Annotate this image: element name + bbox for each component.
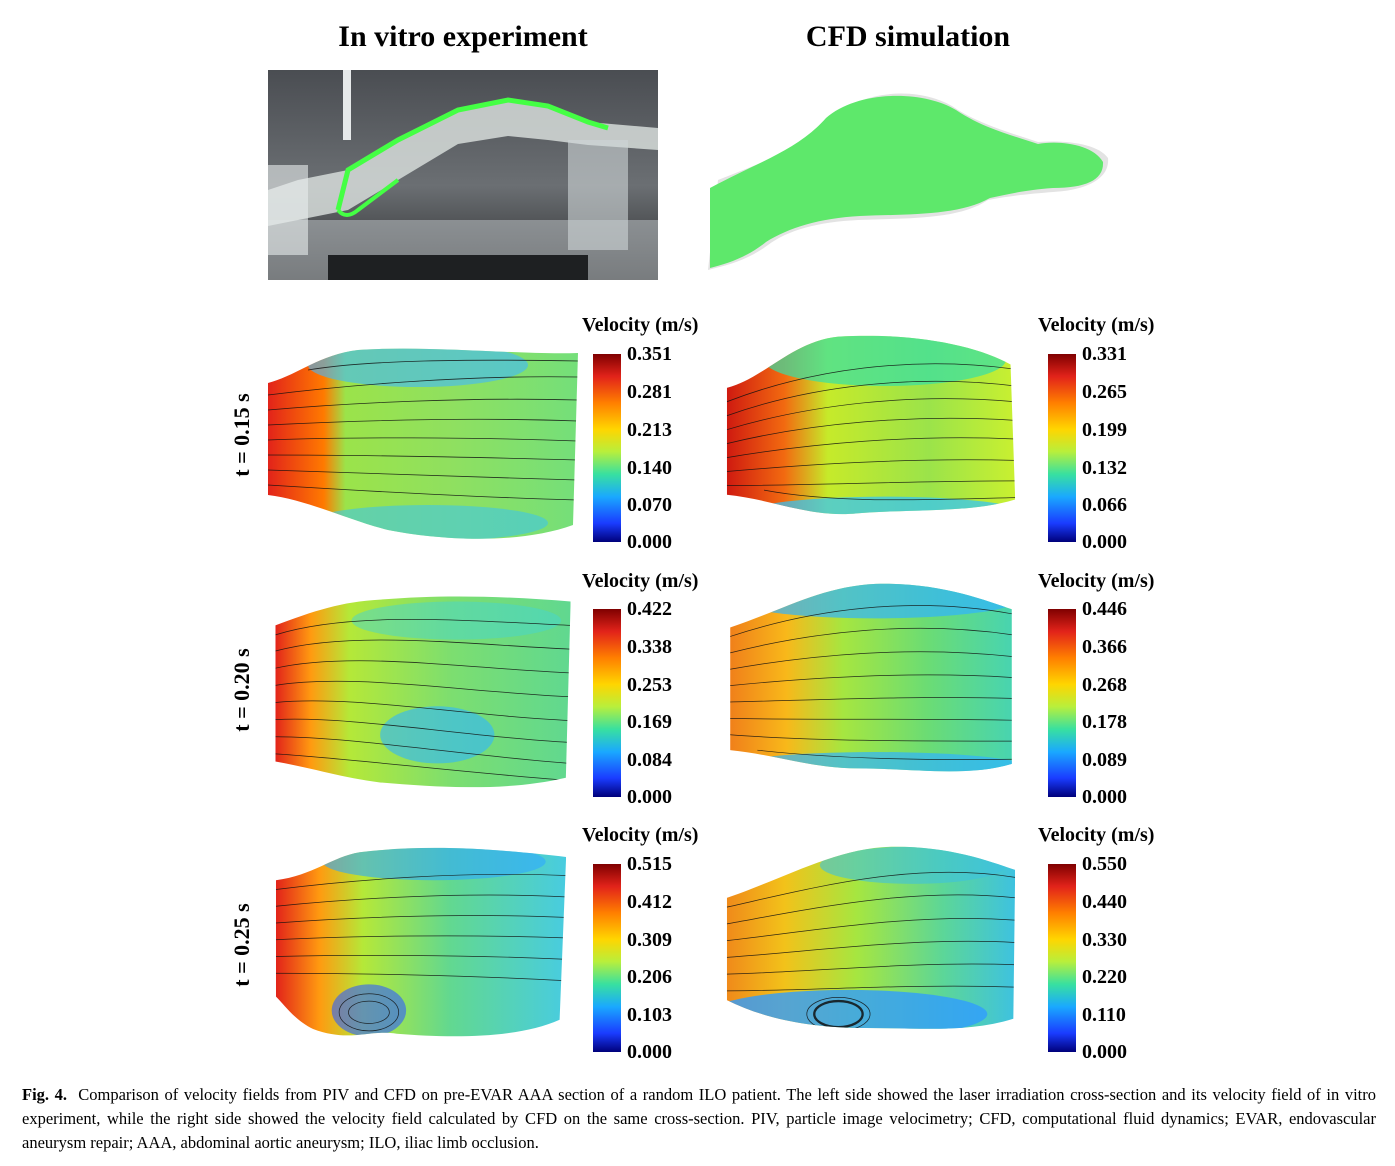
colorbar-title: Velocity (m/s) xyxy=(582,824,699,846)
tick-label: 0.351 xyxy=(627,343,672,365)
tick-label: 0.550 xyxy=(1082,853,1127,875)
tick-label: 0.309 xyxy=(627,929,672,951)
tick-label: 0.110 xyxy=(1082,1004,1126,1026)
tick-label: 0.206 xyxy=(627,966,672,988)
time-label: t = 0.20 s xyxy=(229,648,254,732)
tick-label: 0.440 xyxy=(1082,891,1127,913)
tick-label: 0.000 xyxy=(1082,531,1127,553)
tick-label: 0.446 xyxy=(1082,598,1127,620)
tick-label: 0.213 xyxy=(627,419,672,441)
tick-label: 0.330 xyxy=(1082,929,1127,951)
colorbar-title: Velocity (m/s) xyxy=(1038,824,1155,846)
time-label: t = 0.25 s xyxy=(229,903,254,987)
tick-label: 0.253 xyxy=(627,674,672,696)
in-vitro-title: In vitro experiment xyxy=(338,20,588,53)
tick-label: 0.331 xyxy=(1082,343,1127,365)
tick-label: 0.281 xyxy=(627,381,672,403)
tick-label: 0.070 xyxy=(627,494,672,516)
tick-label: 0.515 xyxy=(627,853,672,875)
tick-label: 0.422 xyxy=(627,598,672,620)
colorbar xyxy=(593,609,621,797)
cfd-title: CFD simulation xyxy=(805,20,1011,53)
tick-label: 0.412 xyxy=(627,891,672,913)
tick-label: 0.265 xyxy=(1082,381,1127,403)
tick-label: 0.338 xyxy=(627,636,672,658)
colorbar xyxy=(1048,354,1076,542)
tick-label: 0.199 xyxy=(1082,419,1127,441)
colorbar xyxy=(1048,609,1076,797)
tick-label: 0.089 xyxy=(1082,749,1127,771)
piv-velocity-field xyxy=(275,596,571,788)
tick-label: 0.103 xyxy=(627,1004,672,1026)
colorbar xyxy=(593,864,621,1052)
cfd-velocity-field xyxy=(726,846,1016,1029)
colorbar-title: Velocity (m/s) xyxy=(1038,570,1155,592)
colorbar-title: Velocity (m/s) xyxy=(1038,314,1155,336)
tick-label: 0.000 xyxy=(627,1041,672,1063)
tick-label: 0.220 xyxy=(1082,966,1127,988)
piv-velocity-field xyxy=(275,847,567,1037)
tick-label: 0.000 xyxy=(627,531,672,553)
tick-label: 0.084 xyxy=(627,749,672,771)
time-label: t = 0.15 s xyxy=(229,393,254,477)
cfd-geometry xyxy=(708,93,1109,270)
figure-caption: Fig. 4. Comparison of velocity fields fr… xyxy=(22,1083,1376,1155)
colorbar-title: Velocity (m/s) xyxy=(582,314,699,336)
cfd-velocity-field xyxy=(726,335,1016,515)
caption-text: Comparison of velocity fields from PIV a… xyxy=(22,1085,1377,1152)
colorbar-title: Velocity (m/s) xyxy=(582,570,699,592)
tick-label: 0.366 xyxy=(1082,636,1127,658)
tick-label: 0.000 xyxy=(1082,786,1127,808)
cfd-velocity-field xyxy=(730,583,1012,772)
tick-label: 0.000 xyxy=(1082,1041,1127,1063)
figure-label: Fig. 4. xyxy=(22,1085,68,1104)
tick-label: 0.132 xyxy=(1082,457,1127,479)
tick-label: 0.178 xyxy=(1082,711,1127,733)
piv-velocity-field xyxy=(268,348,578,539)
tick-label: 0.000 xyxy=(627,786,672,808)
colorbar xyxy=(1048,864,1076,1052)
tick-label: 0.268 xyxy=(1082,674,1127,696)
tick-label: 0.169 xyxy=(627,711,672,733)
tick-label: 0.066 xyxy=(1082,494,1127,516)
tick-label: 0.140 xyxy=(627,457,672,479)
in-vitro-photo xyxy=(268,70,658,280)
colorbar xyxy=(593,354,621,542)
